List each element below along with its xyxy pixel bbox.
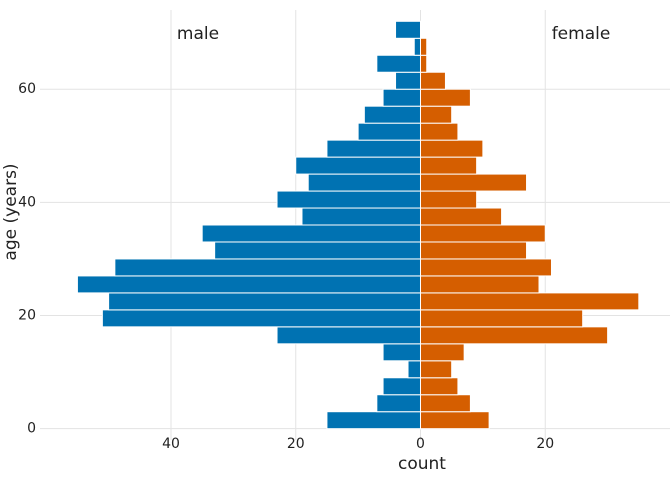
bar: [419, 105, 453, 124]
bar: [407, 360, 421, 379]
y-axis-label: age (years): [1, 163, 21, 260]
bar: [382, 343, 421, 362]
bar: [326, 411, 421, 430]
y-tick-label: 40: [18, 194, 36, 210]
bar: [108, 292, 421, 311]
bar: [307, 173, 421, 192]
bar: [419, 258, 552, 277]
x-tick-label: 0: [416, 436, 425, 452]
bar: [101, 309, 421, 328]
x-axis-label: count: [398, 454, 446, 474]
bar: [395, 20, 421, 39]
bar: [419, 241, 528, 260]
bar: [419, 88, 471, 107]
bar: [76, 275, 421, 294]
bar: [419, 54, 428, 73]
bar: [382, 88, 421, 107]
bar: [376, 394, 421, 413]
bar: [276, 190, 421, 209]
bar: [376, 54, 421, 73]
bar: [295, 156, 421, 175]
bar: [419, 309, 584, 328]
bar: [382, 377, 421, 396]
bar: [419, 207, 503, 226]
bar: [419, 343, 465, 362]
legend-label: female: [552, 24, 611, 44]
bar: [363, 105, 421, 124]
bar: [419, 139, 484, 158]
bar: [419, 360, 453, 379]
x-tick-label: 40: [162, 436, 180, 452]
bar: [413, 37, 421, 56]
y-tick-label: 20: [18, 308, 36, 324]
x-tick-label: 20: [287, 436, 305, 452]
bar: [419, 37, 428, 56]
bar: [419, 394, 471, 413]
bar: [419, 224, 546, 243]
bar: [276, 326, 421, 345]
bar: [419, 377, 459, 396]
bar: [357, 122, 421, 141]
y-tick-label: 60: [18, 81, 36, 97]
bar: [419, 326, 609, 345]
bar: [419, 411, 490, 430]
bar: [114, 258, 421, 277]
bar: [419, 275, 540, 294]
bars: [76, 20, 640, 430]
bar: [419, 71, 446, 90]
bar: [419, 292, 640, 311]
bar: [326, 139, 421, 158]
bar: [395, 71, 421, 90]
legend-label: male: [177, 24, 219, 44]
bar: [201, 224, 421, 243]
bar: [419, 173, 528, 192]
bar: [419, 190, 478, 209]
bar: [419, 122, 459, 141]
x-tick-label: 20: [536, 436, 554, 452]
bar: [214, 241, 421, 260]
bar: [419, 156, 478, 175]
y-tick-label: 0: [27, 421, 36, 437]
bar: [301, 207, 421, 226]
